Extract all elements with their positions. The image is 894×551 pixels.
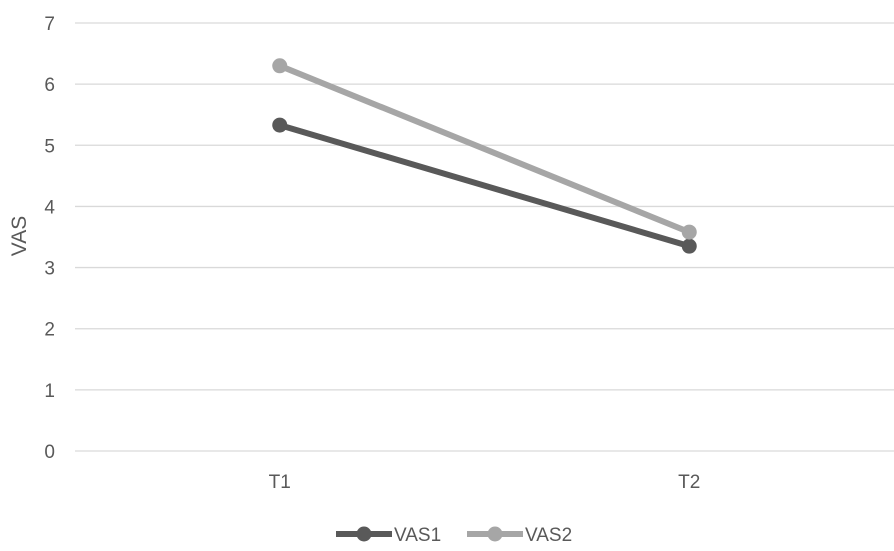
data-point	[272, 117, 288, 133]
legend-marker	[356, 526, 372, 542]
y-tick-labels: 0 1 2 3 4 5 6 7	[44, 14, 55, 463]
legend-item: VAS1	[336, 525, 441, 546]
legend-marker	[487, 526, 503, 542]
series-line	[276, 62, 693, 236]
x-tick-labels: T1 T2	[269, 472, 701, 493]
y-axis-label: VAS	[8, 216, 31, 256]
y-tick-label: 0	[44, 442, 55, 463]
series-line	[276, 122, 693, 250]
series-vas2	[272, 58, 697, 240]
x-tick-label: T2	[678, 472, 700, 493]
y-tick-label: 4	[44, 197, 55, 218]
y-tick-label: 2	[44, 320, 55, 341]
legend-label: VAS2	[525, 525, 572, 546]
legend-label: VAS1	[394, 525, 441, 546]
y-tick-label: 5	[44, 136, 55, 157]
y-tick-label: 7	[44, 14, 55, 35]
y-tick-label: 3	[44, 259, 55, 280]
y-tick-label: 1	[44, 381, 55, 402]
legend: VAS1 VAS2	[336, 525, 572, 546]
x-tick-label: T1	[269, 472, 291, 493]
y-tick-label: 6	[44, 75, 55, 96]
series-vas1	[272, 117, 697, 254]
gridlines	[75, 22, 894, 452]
series	[272, 58, 697, 254]
data-point	[681, 238, 697, 254]
data-point	[681, 224, 697, 240]
data-point	[272, 58, 288, 74]
legend-item: VAS2	[467, 525, 572, 546]
